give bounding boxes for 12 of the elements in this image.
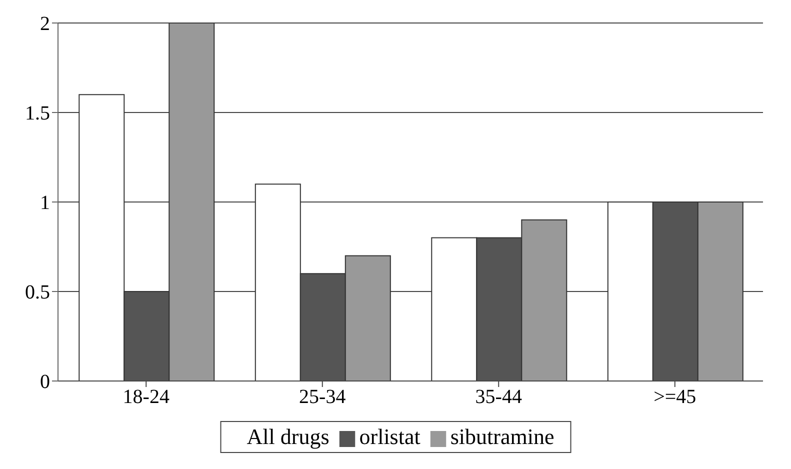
- y-tick-label: 0.5: [25, 282, 50, 304]
- x-tick-label: 35-44: [475, 386, 522, 408]
- y-tick-label: 1.5: [25, 102, 50, 125]
- x-tick-label: 25-34: [299, 386, 346, 408]
- x-tick-label: >=45: [654, 386, 696, 408]
- y-tick-label: 0: [40, 371, 50, 394]
- x-tick-label: 18-24: [122, 386, 170, 408]
- series-label: All drugs: [246, 424, 330, 449]
- y-tick-label: 1: [40, 192, 50, 214]
- y-tick-label: 2: [40, 13, 50, 36]
- legend-label: orlistat: [359, 424, 420, 449]
- legend-label: sibutramine: [450, 424, 554, 449]
